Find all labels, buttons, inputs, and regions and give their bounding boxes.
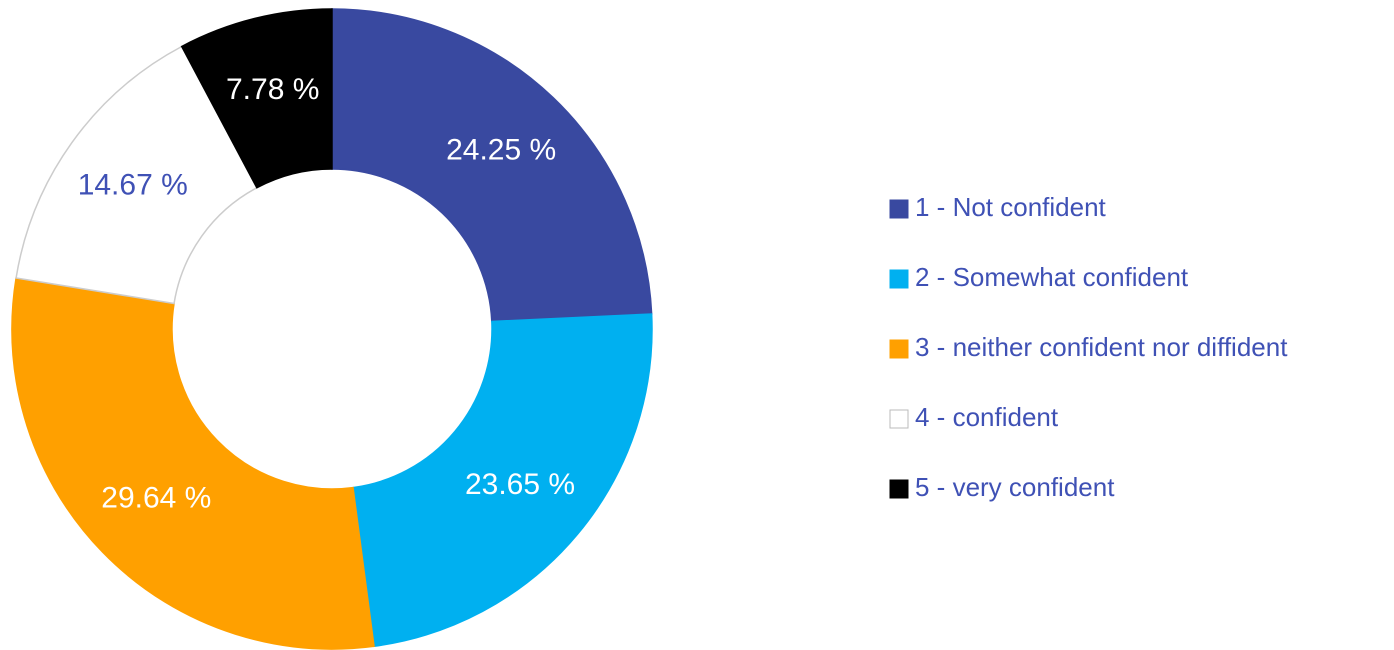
- donut-slice: [180, 8, 333, 189]
- slice-label: 29.64 %: [101, 482, 211, 515]
- legend-swatch: [889, 339, 909, 359]
- donut-slice: [15, 45, 258, 305]
- legend-swatch: [889, 199, 909, 219]
- slice-label: 23.65 %: [465, 468, 575, 501]
- slice-label: 24.25 %: [446, 134, 556, 167]
- slice-label: 14.67 %: [78, 168, 188, 201]
- donut-slice: [352, 313, 653, 648]
- legend-label: 3 - neither confident nor diffident: [915, 332, 1288, 362]
- legend-label: 1 - Not confident: [915, 192, 1107, 222]
- legend-label: 5 - very confident: [915, 472, 1115, 502]
- legend-swatch: [889, 409, 909, 429]
- donut-slice: [331, 8, 653, 323]
- legend-label: 2 - Somewhat confident: [915, 262, 1189, 292]
- legend-swatch: [889, 269, 909, 289]
- donut-slice: [11, 277, 375, 650]
- legend-swatch: [889, 479, 909, 499]
- slice-label: 7.78 %: [226, 73, 319, 106]
- legend-label: 4 - confident: [915, 402, 1059, 432]
